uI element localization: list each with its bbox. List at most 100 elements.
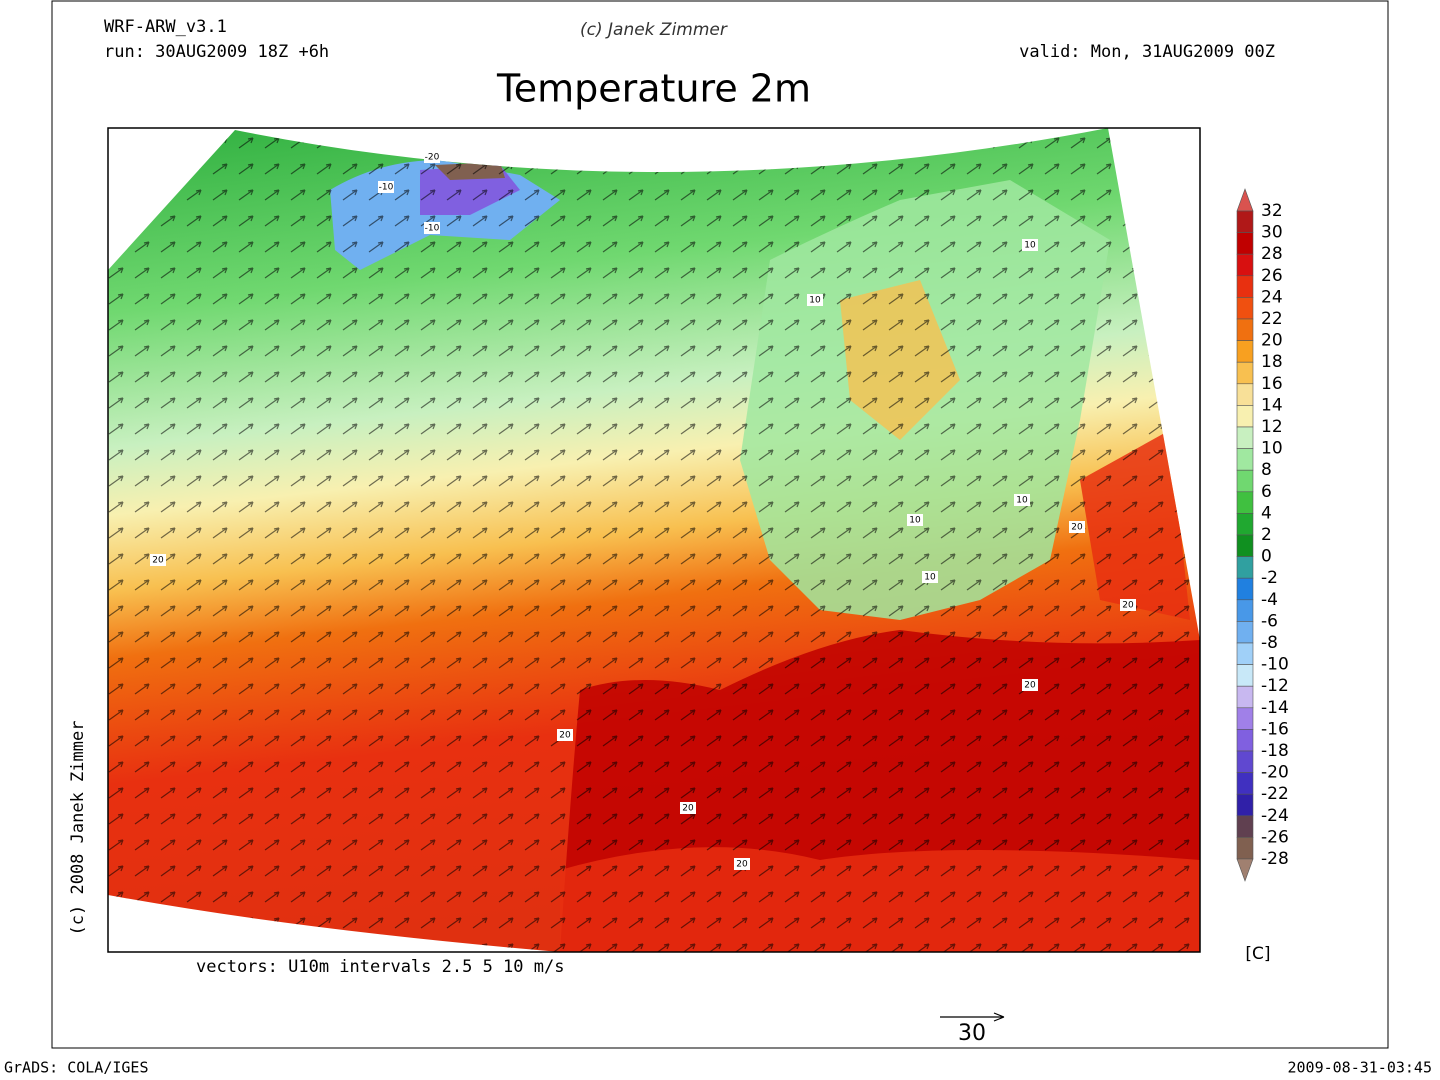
colorbar-label: 0 <box>1261 547 1272 567</box>
colorbar-label: -22 <box>1261 784 1289 804</box>
colorbar-label: 24 <box>1261 287 1283 307</box>
contour-label-bg <box>378 181 394 193</box>
contour-label: 10 <box>909 516 921 526</box>
colorbar-box <box>1236 577 1254 601</box>
contour-label: 10 <box>1024 241 1036 251</box>
colorbar-label: 20 <box>1261 331 1283 351</box>
colorbar-label: -28 <box>1261 849 1289 869</box>
footer-right: 2009-08-31-03:45 <box>1288 1059 1433 1077</box>
colorbar-label: 8 <box>1261 460 1272 480</box>
colorbar-label: -10 <box>1261 655 1289 675</box>
credit: (c) Janek Zimmer <box>580 20 728 40</box>
colorbar-box <box>1236 491 1254 514</box>
colorbar-label: -2 <box>1261 568 1278 588</box>
contour-label-bg <box>1069 521 1085 533</box>
colorbar-label: 10 <box>1261 439 1283 459</box>
colorbar-box <box>1236 513 1254 536</box>
colorbar-box <box>1236 232 1254 255</box>
colorbar-label: 12 <box>1261 417 1283 437</box>
contour-label-bg <box>1120 599 1136 611</box>
colorbar-box <box>1236 815 1254 838</box>
title: Temperature 2m <box>496 67 811 111</box>
colorbar-label: 32 <box>1261 201 1283 221</box>
colorbar-box <box>1236 599 1254 622</box>
contour-label-bg <box>150 554 166 566</box>
map <box>108 128 1200 952</box>
colorbar-box <box>1236 426 1254 449</box>
colorbar-label: -4 <box>1261 590 1278 610</box>
contour-label-bg <box>807 294 823 306</box>
colorbar-box <box>1236 448 1254 471</box>
side-credit: (c) 2008 Janek Zimmer <box>68 721 88 936</box>
footer-left: GrADS: COLA/IGES <box>4 1059 149 1077</box>
colorbar-box <box>1236 556 1254 579</box>
colorbar-bottom <box>1236 858 1254 882</box>
reference-arrow <box>940 1012 1005 1022</box>
colorbar-box <box>1236 750 1254 773</box>
contour-label-bg <box>734 858 750 870</box>
map-frame <box>107 127 1201 953</box>
valid-label: valid: Mon, 31AUG2009 00Z <box>1019 42 1275 62</box>
contour-label-bg <box>907 514 923 526</box>
colorbar-label: 6 <box>1261 482 1272 502</box>
colorbar-box <box>1236 664 1254 687</box>
page-frame <box>51 0 1389 1049</box>
contour-label: -20 <box>425 153 440 163</box>
colorbar-label: -18 <box>1261 741 1289 761</box>
colorbar-label: 26 <box>1261 266 1283 286</box>
colorbar-top <box>1236 188 1254 212</box>
run-label: run: 30AUG2009 18Z +6h <box>104 42 329 62</box>
contour-label: 20 <box>1122 601 1134 611</box>
colorbar-box <box>1236 405 1254 428</box>
contour-label: 10 <box>1016 496 1028 506</box>
model-label: WRF-ARW_v3.1 <box>104 17 227 37</box>
colorbar-box <box>1236 685 1254 709</box>
contour-label-bg <box>1014 494 1030 506</box>
contour-label-bg <box>922 571 938 583</box>
contour-label: 10 <box>809 296 821 306</box>
contour-label-bg <box>1022 239 1038 251</box>
reference-label: 30 <box>958 1021 986 1046</box>
contour-label: 20 <box>1071 523 1083 533</box>
contour-label: -10 <box>425 224 440 234</box>
colorbar-box <box>1236 469 1254 493</box>
colorbar-box <box>1236 297 1254 320</box>
colorbar-label: -16 <box>1261 719 1289 739</box>
colorbar-box <box>1236 383 1254 406</box>
contour-label-bg <box>680 802 696 814</box>
colorbar-box <box>1236 534 1254 557</box>
vectors-note: vectors: U10m intervals 2.5 5 10 m/s <box>196 957 564 977</box>
colorbar-box <box>1236 621 1254 644</box>
colorbar-label: -6 <box>1261 611 1278 631</box>
colorbar-box <box>1236 253 1254 277</box>
colorbar-label: 22 <box>1261 309 1283 329</box>
colorbar-box <box>1236 772 1254 795</box>
colorbar-label: 2 <box>1261 525 1272 545</box>
colorbar-box <box>1236 837 1254 860</box>
colorbar-box <box>1236 707 1254 730</box>
colorbar-box <box>1236 729 1254 752</box>
colorbar-box <box>1236 642 1254 665</box>
contour-label-bg <box>1022 679 1038 691</box>
colorbar-box <box>1236 361 1254 385</box>
contour-label: 20 <box>682 804 694 814</box>
contour-label: 10 <box>924 573 936 583</box>
colorbar-label: -24 <box>1261 806 1289 826</box>
colorbar-label: 4 <box>1261 503 1272 523</box>
contour-label: -10 <box>379 183 394 193</box>
contour-label-bg <box>424 151 440 163</box>
colorbar-label: 14 <box>1261 395 1283 415</box>
colorbar-box <box>1236 210 1254 233</box>
contour-label-bg <box>424 222 440 234</box>
contour-label: 20 <box>559 731 571 741</box>
colorbar-label: 16 <box>1261 374 1283 394</box>
wind-vectors <box>108 128 1200 952</box>
colorbar-box <box>1236 793 1254 817</box>
contour-label: 20 <box>1024 681 1036 691</box>
colorbar-label: 18 <box>1261 352 1283 372</box>
colorbar-unit: [C] <box>1245 944 1270 964</box>
colorbar-label: -8 <box>1261 633 1278 653</box>
colorbar-label: -12 <box>1261 676 1289 696</box>
colorbar-box <box>1236 275 1254 298</box>
